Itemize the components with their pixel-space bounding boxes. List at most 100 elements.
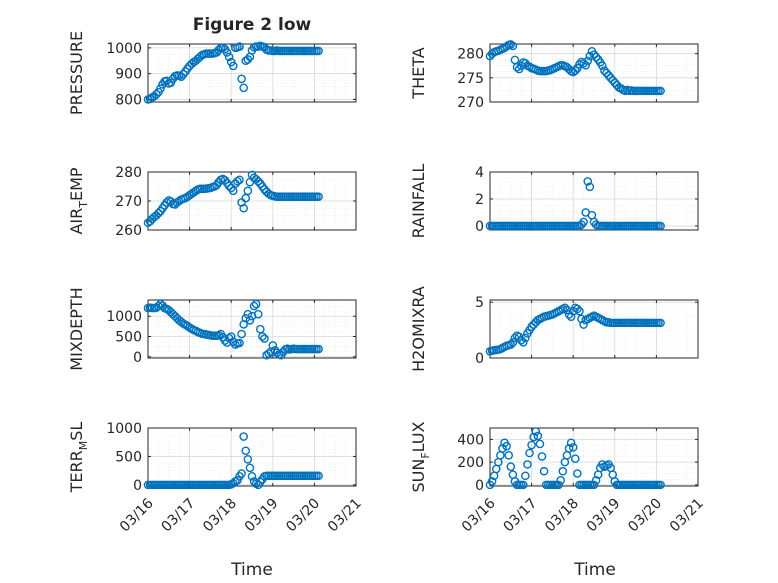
data-point: [573, 304, 582, 314]
data-point: [224, 52, 234, 62]
y-axis-label: RAINFALL: [409, 164, 428, 239]
data-point: [502, 42, 511, 51]
data-point: [573, 469, 582, 478]
data-point: [241, 446, 251, 456]
panel-5: 0 500 1000 MIXDEPTH: [67, 287, 357, 371]
y-tick-label: 270: [115, 194, 142, 210]
data-point: [577, 314, 586, 324]
y-axis-label: PRESSURE: [67, 31, 86, 115]
data-point: [220, 336, 230, 345]
data-point: [591, 220, 601, 229]
data-point: [512, 62, 522, 72]
panel-2: 270 275 280 THETA: [409, 40, 699, 111]
data-point: [531, 427, 541, 436]
data-point: [583, 56, 593, 66]
y-tick-label: 1000: [106, 421, 142, 437]
y-tick-label: 2: [475, 192, 484, 208]
axes-box: [147, 427, 357, 487]
data-point: [527, 440, 536, 450]
data-point: [589, 50, 599, 59]
data-point: [239, 203, 248, 213]
data-point: [562, 305, 572, 315]
data-point: [152, 89, 161, 99]
data-point: [579, 217, 588, 227]
y-tick-label: 4: [475, 165, 484, 181]
data-point: [539, 466, 549, 476]
data-point: [616, 84, 626, 93]
y-tick-label: 0: [475, 478, 484, 494]
data-point: [656, 318, 665, 328]
data-point: [272, 348, 282, 358]
data-point: [226, 332, 236, 341]
data-point: [656, 86, 665, 96]
data-point: [314, 192, 323, 201]
data-point: [243, 55, 253, 64]
data-point: [575, 306, 584, 316]
y-tick-label: 500: [115, 330, 142, 346]
data-point: [179, 69, 188, 79]
data-point: [598, 61, 607, 71]
data-point: [579, 320, 588, 329]
data-point: [558, 466, 568, 476]
data-point: [214, 45, 224, 55]
data-point: [598, 460, 607, 469]
y-axis-label: SUNFLUX: [409, 421, 432, 492]
data-point: [506, 462, 516, 471]
data-point: [525, 448, 534, 458]
data-point: [533, 431, 543, 441]
y-tick-label: 275: [457, 71, 484, 87]
y-tick-label: 280: [115, 165, 142, 181]
figure-title: Figure 2 low: [193, 15, 312, 35]
data-point: [606, 73, 615, 83]
y-tick-label: 900: [115, 67, 142, 83]
data-point: [529, 432, 538, 442]
y-axis-label: AIRTEMP: [67, 167, 90, 234]
data-point: [237, 469, 246, 478]
panel-3: 260 270 280 AIRTEMP: [67, 165, 357, 239]
data-point: [554, 480, 563, 490]
y-tick-label: 280: [457, 47, 484, 63]
y-tick-label: 1000: [106, 309, 142, 325]
data-point: [516, 335, 526, 345]
data-point: [518, 480, 528, 490]
data-point: [570, 454, 580, 464]
data-point: [314, 344, 323, 354]
data-point: [260, 334, 269, 343]
panel-6: 0 5 H2OMIXRA: [409, 286, 699, 372]
axes-box: [489, 171, 699, 231]
data-point: [600, 66, 609, 75]
data-point: [251, 299, 261, 309]
data-point: [581, 60, 590, 70]
data-point: [591, 52, 601, 62]
data-point: [228, 61, 238, 71]
data-point: [591, 476, 601, 485]
y-tick-label: 260: [115, 223, 142, 239]
y-tick-label: 1000: [106, 41, 142, 57]
y-axis-label: H2OMIXRA: [409, 286, 428, 372]
data-point: [523, 460, 532, 469]
y-axis-label: TERRMSL: [67, 422, 90, 494]
data-point: [566, 312, 576, 322]
data-point: [233, 176, 242, 186]
axes-box: [147, 299, 357, 359]
data-point: [258, 332, 267, 341]
data-point: [508, 338, 518, 347]
data-point: [575, 60, 584, 69]
panel-1: 800 900 1000 PRESSURE: [67, 31, 357, 115]
data-point: [610, 78, 620, 87]
data-point: [579, 59, 588, 68]
data-point: [589, 480, 599, 490]
x-axis-label-right: Time: [573, 560, 616, 580]
data-point: [537, 452, 547, 461]
panel-4: 0 2 4 RAINFALL: [409, 164, 699, 239]
data-point: [521, 471, 530, 481]
data-point: [253, 309, 263, 319]
data-point: [504, 450, 514, 460]
data-point: [518, 338, 528, 347]
data-point: [243, 186, 253, 196]
data-point: [235, 42, 244, 51]
data-point: [245, 463, 255, 473]
axes-box: [489, 43, 699, 103]
data-point: [570, 66, 580, 75]
